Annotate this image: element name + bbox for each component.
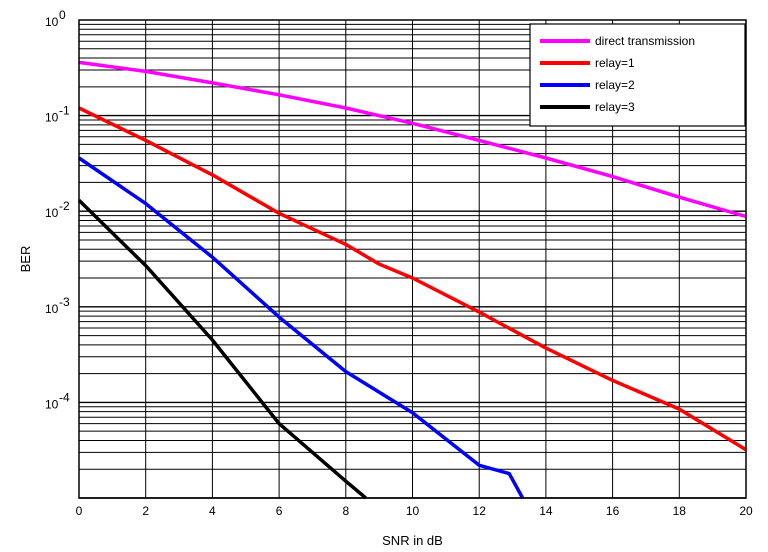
x-tick-label: 2 (142, 504, 149, 518)
series-line-4 (77, 199, 367, 500)
x-tick-label: 16 (606, 504, 620, 518)
x-tick-label: 6 (276, 504, 283, 518)
y-tick-exponent: -1 (59, 104, 70, 118)
legend-label-2: relay=1 (595, 56, 635, 70)
x-tick-label: 20 (739, 504, 753, 518)
x-tick-label: 14 (539, 504, 553, 518)
x-tick-label: 18 (673, 504, 687, 518)
x-tick-label: 4 (209, 504, 216, 518)
legend-label-4: relay=3 (595, 100, 635, 114)
y-tick-exponent: 0 (59, 8, 66, 22)
series-line-1 (78, 60, 747, 219)
y-tick-label: 10 -3 (45, 295, 70, 316)
x-tick-label: 12 (473, 504, 487, 518)
y-tick-label: 10 0 (45, 8, 66, 29)
x-tick-label: 10 (406, 504, 420, 518)
y-tick-base: 10 (45, 206, 59, 220)
x-axis-label: SNR in dB (382, 533, 443, 548)
legend-label-3: relay=2 (595, 78, 635, 92)
legend: direct transmission relay=1 relay=2 relay=3 (529, 23, 746, 127)
y-tick-exponent: -3 (59, 295, 70, 309)
legend-label-1: direct transmission (595, 34, 695, 48)
y-tick-base: 10 (45, 302, 59, 316)
y-axis-label: BER (18, 246, 33, 273)
x-tick-label: 0 (76, 504, 83, 518)
y-tick-label: 10 -2 (45, 199, 70, 220)
y-tick-label: 10 -1 (45, 104, 70, 125)
y-tick-exponent: -2 (59, 199, 70, 213)
series-lines (77, 60, 747, 500)
x-tick-labels: 0 2 4 6 8 10 12 14 16 18 20 (76, 504, 753, 518)
x-tick-label: 8 (342, 504, 349, 518)
y-tick-base: 10 (45, 111, 59, 125)
y-tick-label: 10 -4 (45, 390, 70, 411)
series-line-3 (78, 156, 525, 499)
y-tick-base: 10 (45, 15, 59, 29)
plot-frame (78, 19, 747, 499)
y-tick-base: 10 (45, 397, 59, 411)
series-line-2 (78, 106, 747, 452)
y-tick-exponent: -4 (59, 390, 70, 404)
